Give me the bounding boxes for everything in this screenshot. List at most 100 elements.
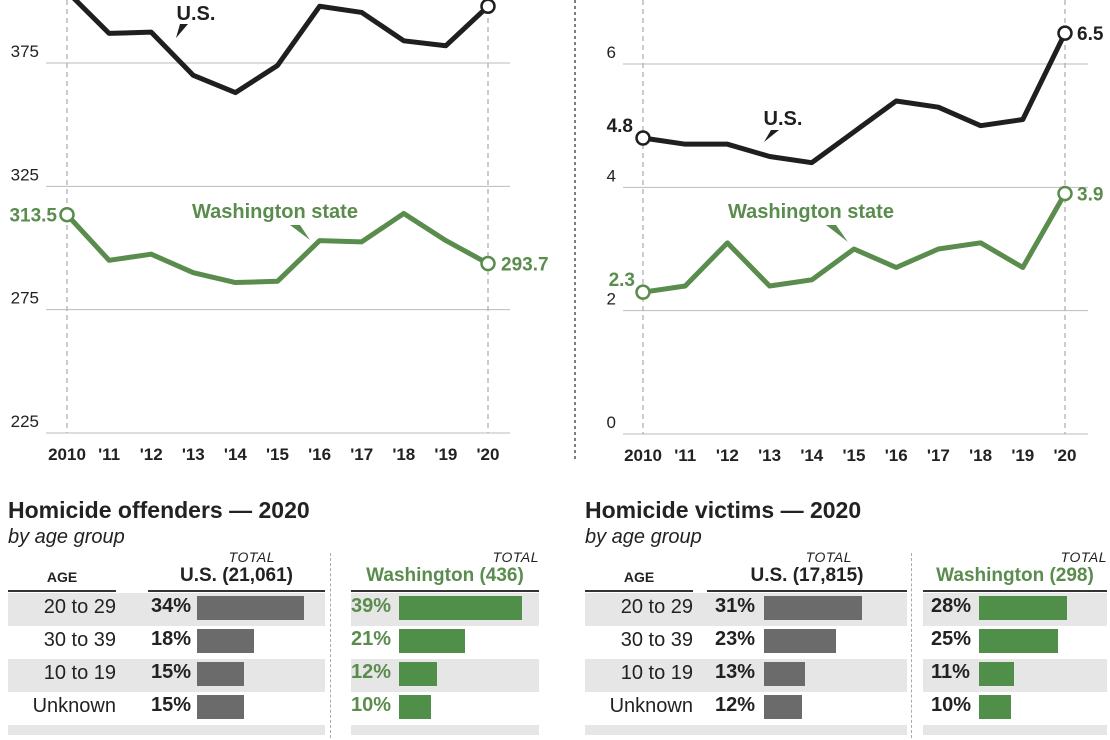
value-label: 3.9 — [1077, 185, 1103, 206]
y-tick-label: 6 — [607, 43, 616, 62]
x-tick-label: '13 — [182, 445, 205, 464]
column-divider — [330, 553, 331, 738]
us-percent-label: 15% — [151, 661, 192, 683]
offenders-panel: Homicide offenders — 2020 by age group AGE… — [8, 497, 539, 738]
x-tick-label: '15 — [266, 445, 289, 464]
value-label: 293.7 — [501, 255, 549, 276]
table-row: 10 to 19 13% 11% — [585, 659, 1110, 692]
y-tick-label: 275 — [11, 289, 39, 308]
value-label: 2.3 — [609, 270, 635, 291]
header-underline — [585, 590, 693, 592]
panel-title: Homicide offenders — 2020 — [8, 497, 310, 523]
endpoint-marker — [1057, 25, 1073, 41]
header-underline — [351, 590, 539, 592]
wa-series-line — [65, 210, 490, 286]
wa-percent-label: 39% — [351, 595, 392, 617]
header-underline — [8, 590, 116, 592]
wa-bar — [979, 596, 1068, 620]
us-series-line — [72, 0, 490, 96]
line-charts: 225 275 325 375 2010 '11 '12 '13 '14 '15 '16 '17 '18… — [9, 0, 1104, 465]
x-tick-label: '13 — [758, 446, 781, 465]
x-tick-label: '14 — [800, 446, 823, 465]
x-tick-label: '16 — [308, 445, 331, 464]
wa-percent-label: 12% — [351, 661, 392, 683]
x-tick-label: 2010 — [48, 445, 86, 464]
y-tick-label: 4 — [607, 166, 616, 185]
table-row: 20 to 29 34% 39% — [8, 593, 538, 626]
us-bar — [764, 662, 805, 686]
table-header: AGE TOTAL U.S. (21,061) TOTAL Washington (43… — [8, 549, 539, 587]
us-bar — [764, 596, 862, 620]
label-pointer — [176, 24, 188, 38]
row-shade — [585, 725, 907, 735]
wa-bar — [399, 662, 437, 686]
wa-bar — [979, 662, 1014, 686]
x-tick-label: '12 — [140, 445, 163, 464]
x-tick-label: '20 — [477, 445, 500, 464]
age-column-header: AGE — [623, 569, 655, 585]
us-bar — [764, 695, 802, 719]
wa-percent-label: 25% — [931, 628, 972, 650]
value-label: 313.5 — [9, 206, 57, 227]
x-tick-label: '16 — [885, 446, 908, 465]
table-rows: 20 to 29 34% 39% 30 to 39 18% 21% 10 to 19 15% 1… — [8, 553, 539, 738]
endpoint-marker — [59, 206, 75, 223]
wa-percent-label: 21% — [351, 628, 392, 650]
wa-column-header: Washington (298) — [936, 565, 1094, 586]
value-label: 6.5 — [1077, 24, 1104, 45]
wa-bar — [399, 596, 522, 620]
row-shade — [8, 659, 325, 692]
x-tick-label: '17 — [350, 445, 373, 464]
us-percent-label: 23% — [715, 628, 756, 650]
wa-total-label: TOTAL — [1060, 549, 1107, 565]
x-tick-label: '11 — [98, 445, 120, 464]
table-row: 20 to 29 31% 28% — [585, 593, 1110, 626]
us-total-label: TOTAL — [228, 549, 275, 565]
age-label: 20 to 29 — [620, 596, 693, 618]
y-tick-label: 2 — [607, 290, 616, 309]
wa-percent-label: 11% — [931, 661, 970, 683]
y-tick-label: 0 — [607, 413, 616, 432]
row-shade — [923, 725, 1107, 735]
table-rows: 20 to 29 31% 28% 30 to 39 23% 25% 10 to 19 13% 1… — [585, 553, 1110, 738]
row-shade — [585, 659, 907, 692]
x-tick-label: '17 — [927, 446, 950, 465]
wa-series-label: Washington state — [192, 201, 358, 223]
y-tick-label: 225 — [11, 412, 39, 431]
us-percent-label: 31% — [715, 595, 756, 617]
table-header: AGE TOTAL U.S. (17,815) TOTAL Washington (29… — [585, 549, 1110, 587]
age-column-header: AGE — [46, 569, 78, 585]
x-tick-label: '14 — [224, 445, 247, 464]
x-tick-label: '18 — [969, 446, 992, 465]
table-row: 30 to 39 18% 21% — [8, 626, 538, 659]
panel-title: Homicide victims — 2020 — [585, 497, 862, 523]
y-tick-label: 375 — [11, 42, 39, 61]
row-shade — [351, 659, 539, 692]
wa-bar — [399, 629, 466, 653]
header-underline — [148, 590, 325, 592]
us-bar — [764, 629, 837, 653]
label-pointer — [764, 130, 779, 142]
label-pointer — [826, 225, 848, 242]
us-percent-label: 18% — [151, 628, 192, 650]
endpoint-marker — [480, 0, 496, 15]
age-label: Unknown — [32, 695, 116, 717]
us-total-label: TOTAL — [805, 549, 852, 565]
row-shade — [351, 725, 539, 735]
x-tick-label: '15 — [843, 446, 866, 465]
value-label: 4.8 — [607, 116, 633, 137]
age-label: 10 to 19 — [43, 662, 116, 684]
us-percent-label: 13% — [715, 661, 756, 683]
wa-percent-label: 10% — [931, 694, 972, 716]
us-series-label: U.S. — [764, 108, 803, 130]
column-divider — [911, 553, 912, 738]
us-series-line — [642, 32, 1068, 166]
us-bar — [197, 596, 305, 620]
us-series-label: U.S. — [177, 3, 216, 25]
age-label: Unknown — [609, 695, 693, 717]
y-tick-label: 325 — [11, 165, 39, 184]
wa-series-label: Washington state — [728, 201, 894, 223]
age-label: 20 to 29 — [43, 596, 116, 618]
wa-series-line — [642, 192, 1068, 295]
us-column-header: U.S. (21,061) — [180, 565, 293, 586]
